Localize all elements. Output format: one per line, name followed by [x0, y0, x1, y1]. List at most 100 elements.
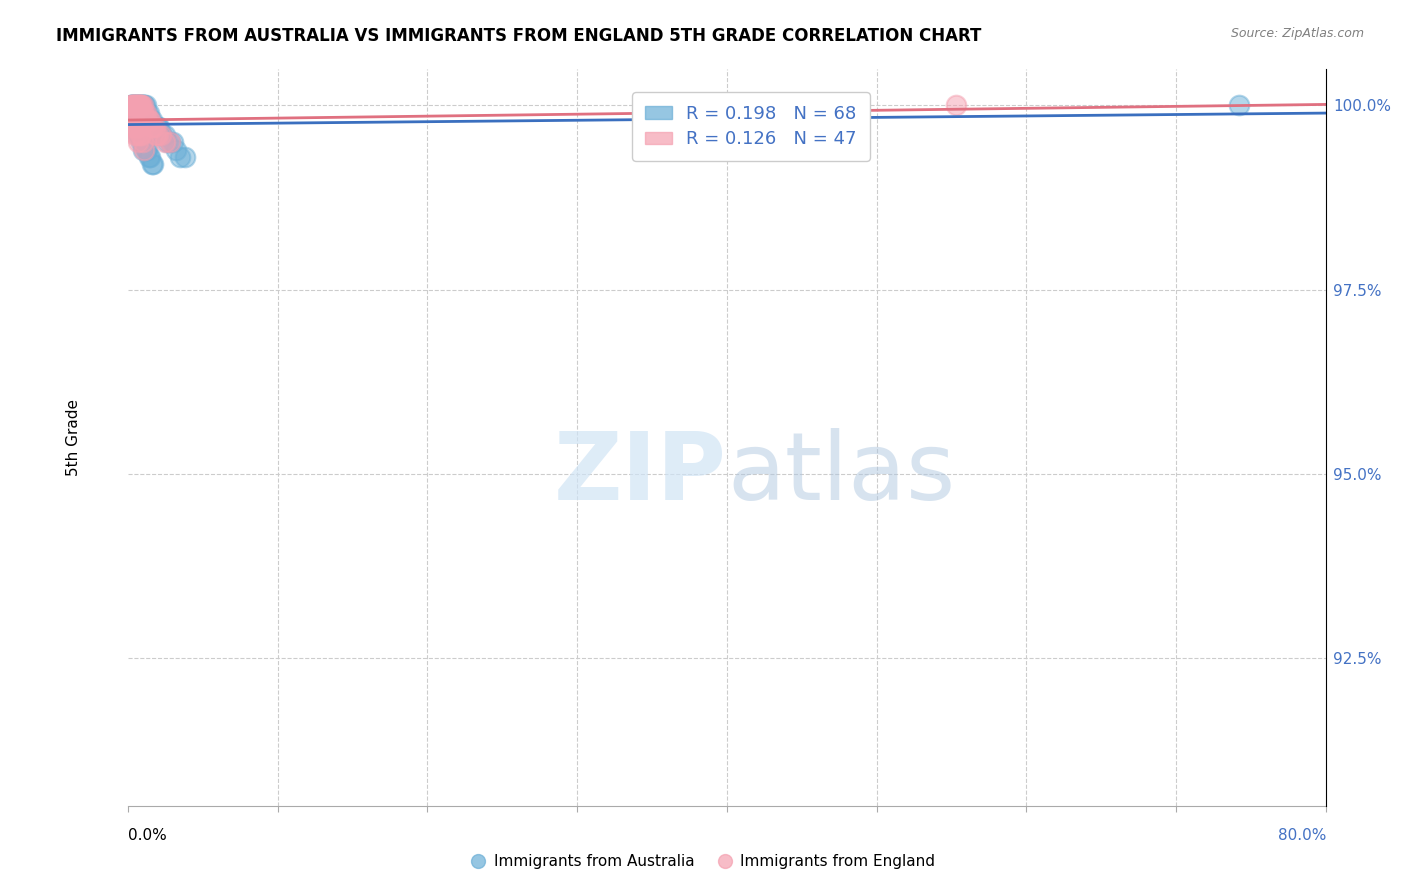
Point: [173, 150, 195, 164]
Point: [128, 98, 150, 112]
Point: [142, 120, 165, 135]
Point: [146, 120, 169, 135]
Point: [121, 98, 143, 112]
Point: [127, 120, 149, 135]
Point: [122, 113, 145, 128]
Point: [128, 128, 150, 142]
Point: [129, 128, 152, 142]
Point: [139, 113, 162, 128]
Point: [129, 98, 152, 112]
Point: [122, 98, 145, 112]
Point: [121, 105, 143, 120]
Point: [139, 113, 162, 128]
Point: [129, 98, 152, 112]
Point: [134, 105, 156, 120]
Point: [122, 98, 145, 112]
Point: [124, 128, 146, 142]
Point: [120, 98, 142, 112]
Point: [121, 98, 143, 112]
Point: [120, 105, 142, 120]
Point: [138, 113, 160, 128]
Text: IMMIGRANTS FROM AUSTRALIA VS IMMIGRANTS FROM ENGLAND 5TH GRADE CORRELATION CHART: IMMIGRANTS FROM AUSTRALIA VS IMMIGRANTS …: [56, 27, 981, 45]
Point: [135, 105, 157, 120]
Point: [145, 120, 167, 135]
Point: [121, 105, 143, 120]
Point: [125, 98, 148, 112]
Point: [1227, 98, 1250, 112]
Point: [121, 105, 143, 120]
Point: [129, 128, 152, 142]
Point: [145, 128, 167, 142]
Point: [124, 98, 146, 112]
Point: [132, 98, 155, 112]
Point: [124, 113, 146, 128]
Point: [132, 135, 155, 149]
Point: [135, 98, 157, 112]
Point: [136, 105, 159, 120]
Point: [124, 113, 146, 128]
Point: [159, 135, 181, 149]
Point: [132, 135, 155, 149]
Point: [127, 128, 149, 142]
Point: [134, 135, 156, 149]
Point: [129, 98, 152, 112]
Point: [128, 98, 150, 112]
Point: [122, 98, 145, 112]
Point: [136, 113, 159, 128]
Point: [135, 143, 157, 157]
Text: 0.0%: 0.0%: [128, 828, 166, 843]
Point: [135, 105, 157, 120]
Point: [149, 128, 172, 142]
Point: [142, 157, 165, 171]
Point: [134, 98, 156, 112]
Point: [128, 98, 150, 112]
Point: [169, 150, 191, 164]
Point: [156, 135, 179, 149]
Point: [139, 150, 162, 164]
Point: [128, 128, 150, 142]
Point: [128, 98, 150, 112]
Point: [162, 135, 184, 149]
Point: [120, 105, 142, 120]
Point: [134, 143, 156, 157]
Point: [129, 135, 152, 149]
Point: [121, 120, 143, 135]
Point: [125, 128, 148, 142]
Point: [127, 120, 149, 135]
Point: [125, 120, 148, 135]
Point: [121, 98, 143, 112]
Point: [139, 113, 162, 128]
Point: [143, 120, 166, 135]
Point: [138, 150, 160, 164]
Point: [125, 98, 148, 112]
Legend: R = 0.198   N = 68, R = 0.126   N = 47: R = 0.198 N = 68, R = 0.126 N = 47: [633, 92, 869, 161]
Point: [125, 98, 148, 112]
Point: [127, 98, 149, 112]
Point: [129, 98, 152, 112]
Point: [121, 98, 143, 112]
Point: [136, 143, 159, 157]
Point: [148, 120, 170, 135]
Point: [120, 98, 142, 112]
Point: [132, 105, 155, 120]
Point: [141, 120, 163, 135]
Point: [125, 120, 148, 135]
Point: [128, 128, 150, 142]
Point: [120, 98, 142, 112]
Point: [141, 157, 163, 171]
Point: [120, 105, 142, 120]
Point: [138, 105, 160, 120]
Point: [127, 98, 149, 112]
Text: atlas: atlas: [727, 428, 955, 520]
Legend: Immigrants from Australia, Immigrants from England: Immigrants from Australia, Immigrants fr…: [465, 848, 941, 875]
Text: ZIP: ZIP: [554, 428, 727, 520]
Point: [155, 135, 177, 149]
Point: [122, 98, 145, 112]
Text: 5th Grade: 5th Grade: [66, 399, 82, 475]
Point: [121, 113, 143, 128]
Point: [132, 98, 155, 112]
Point: [141, 113, 163, 128]
Point: [146, 128, 169, 142]
Point: [124, 98, 146, 112]
Point: [945, 98, 967, 112]
